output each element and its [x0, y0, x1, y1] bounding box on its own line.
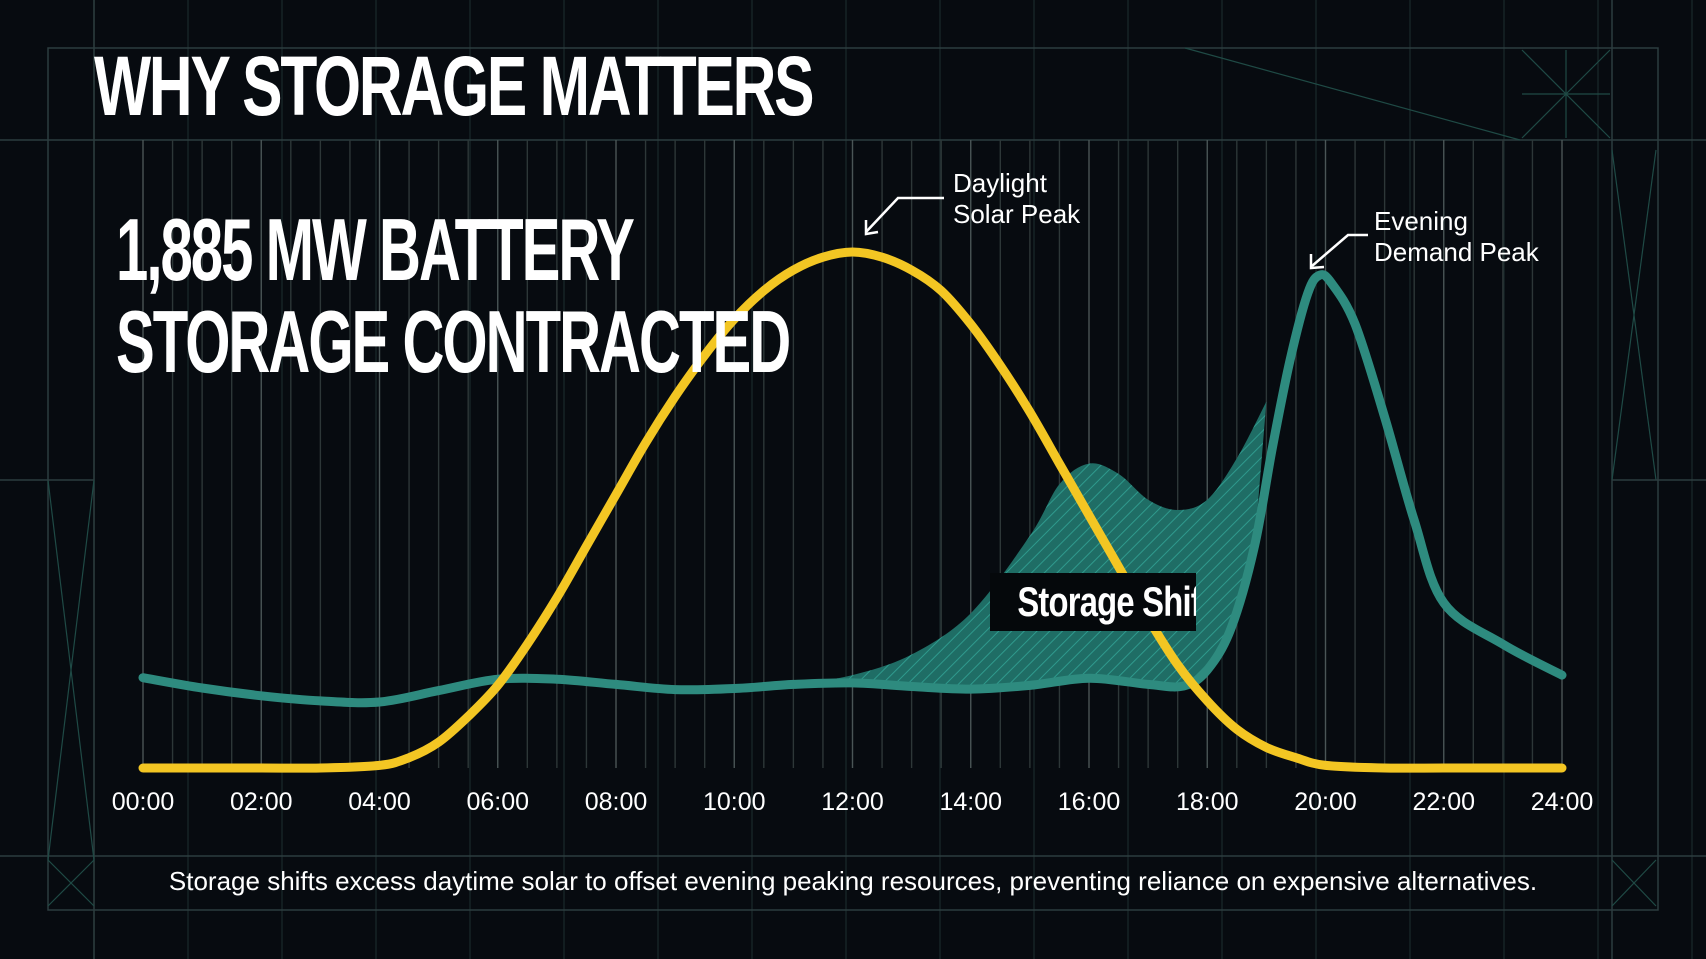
- page-title: WHY STORAGE MATTERS: [94, 39, 815, 133]
- demand-peak-annotation-line-2: Demand Peak: [1374, 237, 1539, 267]
- x-tick-label: 04:00: [348, 788, 411, 816]
- solar-peak-leader-line: [865, 196, 944, 233]
- demand-peak-arrowhead: [1309, 254, 1325, 270]
- demand-peak-leader-line: [1311, 233, 1368, 267]
- headline-line-1: 1,885 MW BATTERY: [116, 200, 635, 299]
- x-axis-tick-labels: 00:00 02:00 04:00 06:00 08:00 10:00 12:00 14:00…: [112, 788, 1594, 816]
- x-tick-label: 20:00: [1294, 788, 1357, 816]
- x-tick-label: 10:00: [703, 788, 766, 816]
- x-tick-label: 14:00: [939, 788, 1002, 816]
- x-tick-label: 18:00: [1176, 788, 1239, 816]
- x-tick-label: 02:00: [230, 788, 293, 816]
- solar-peak-annotation-line-2: Solar Peak: [953, 199, 1081, 229]
- headline-line-2: STORAGE CONTRACTED: [116, 292, 791, 391]
- solar-peak-annotation-line-1: Daylight: [953, 168, 1047, 198]
- x-tick-label: 00:00: [112, 788, 175, 816]
- demand-curve: [138, 270, 1567, 708]
- demand-peak-annotation-line-1: Evening: [1374, 206, 1468, 236]
- solar-peak-annotation: Daylight Solar Peak: [953, 168, 1080, 230]
- caption: Storage shifts excess daytime solar to o…: [168, 866, 1538, 896]
- x-tick-label: 24:00: [1531, 788, 1594, 816]
- solar-curve: [138, 247, 1567, 773]
- x-tick-label: 22:00: [1412, 788, 1475, 816]
- x-tick-label: 12:00: [821, 788, 884, 816]
- solar-peak-arrowhead: [864, 220, 879, 236]
- x-tick-label: 06:00: [466, 788, 529, 816]
- headline: 1,885 MW BATTERY STORAGE CONTRACTED: [116, 200, 791, 391]
- demand-peak-annotation: Evening Demand Peak: [1374, 206, 1539, 268]
- storage-shift-label: Storage Shift: [990, 573, 1196, 631]
- x-tick-label: 16:00: [1058, 788, 1121, 816]
- x-tick-label: 08:00: [585, 788, 648, 816]
- storage-shift-label-text: Storage Shift: [1017, 578, 1196, 625]
